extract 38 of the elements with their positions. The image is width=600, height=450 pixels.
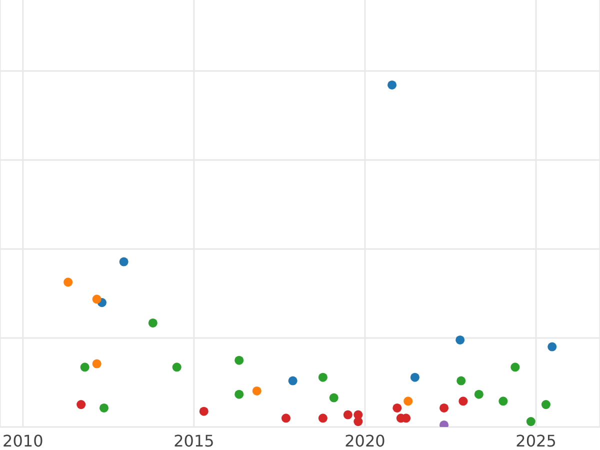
point [252,386,262,396]
point [440,403,449,412]
point [288,376,298,386]
point [119,257,128,266]
x-tick-label: 2025 [516,431,556,450]
point [318,414,328,423]
point [92,294,102,304]
point [388,80,397,90]
point [329,393,338,402]
point [76,400,86,410]
point [234,356,244,365]
point [99,403,109,412]
point [456,376,466,386]
point [148,318,158,328]
x-tick-label: 2010 [2,431,44,450]
x-tick-label: 2015 [174,431,214,450]
point [458,396,468,406]
point [64,278,73,287]
point [498,396,508,406]
point [172,362,182,372]
x-tick-label: 2020 [344,431,386,450]
point [456,335,465,344]
point [281,414,290,423]
point [548,342,557,352]
point [526,417,536,426]
point [410,372,420,382]
point [474,390,484,399]
point [354,417,363,426]
point [92,359,102,368]
point [510,362,520,372]
point [343,410,352,420]
point [80,362,90,372]
point [541,400,550,410]
point [318,372,328,382]
point [392,403,402,412]
point [234,390,244,399]
point [199,406,208,416]
point [404,396,413,406]
